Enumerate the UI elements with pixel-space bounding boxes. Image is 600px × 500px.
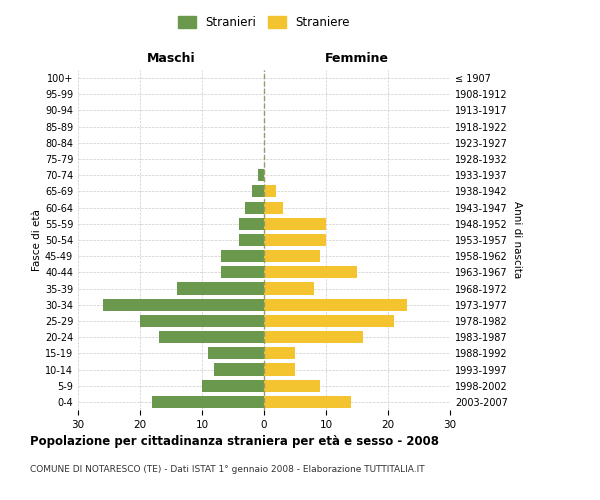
Bar bbox=[158, 331, 264, 343]
Bar bbox=[251, 186, 264, 198]
Bar bbox=[258, 169, 264, 181]
Bar bbox=[264, 282, 314, 294]
Text: Maschi: Maschi bbox=[146, 52, 196, 65]
Bar bbox=[264, 218, 326, 230]
Bar bbox=[264, 396, 351, 408]
Bar bbox=[264, 186, 277, 198]
Bar bbox=[239, 234, 264, 246]
Bar bbox=[264, 331, 363, 343]
Bar bbox=[221, 250, 264, 262]
Bar bbox=[208, 348, 264, 360]
Bar bbox=[152, 396, 264, 408]
Y-axis label: Anni di nascita: Anni di nascita bbox=[512, 202, 521, 278]
Bar bbox=[202, 380, 264, 392]
Bar bbox=[264, 315, 394, 327]
Bar bbox=[264, 380, 320, 392]
Y-axis label: Fasce di età: Fasce di età bbox=[32, 209, 42, 271]
Bar bbox=[264, 202, 283, 213]
Text: COMUNE DI NOTARESCO (TE) - Dati ISTAT 1° gennaio 2008 - Elaborazione TUTTITALIA.: COMUNE DI NOTARESCO (TE) - Dati ISTAT 1°… bbox=[30, 465, 425, 474]
Bar bbox=[140, 315, 264, 327]
Text: Femmine: Femmine bbox=[325, 52, 389, 65]
Bar bbox=[177, 282, 264, 294]
Bar bbox=[221, 266, 264, 278]
Bar bbox=[245, 202, 264, 213]
Text: Popolazione per cittadinanza straniera per età e sesso - 2008: Popolazione per cittadinanza straniera p… bbox=[30, 435, 439, 448]
Bar bbox=[264, 250, 320, 262]
Legend: Stranieri, Straniere: Stranieri, Straniere bbox=[173, 11, 355, 34]
Bar bbox=[264, 348, 295, 360]
Bar bbox=[264, 234, 326, 246]
Bar bbox=[264, 364, 295, 376]
Bar bbox=[214, 364, 264, 376]
Bar bbox=[103, 298, 264, 311]
Bar bbox=[264, 266, 357, 278]
Bar bbox=[239, 218, 264, 230]
Bar bbox=[264, 298, 407, 311]
